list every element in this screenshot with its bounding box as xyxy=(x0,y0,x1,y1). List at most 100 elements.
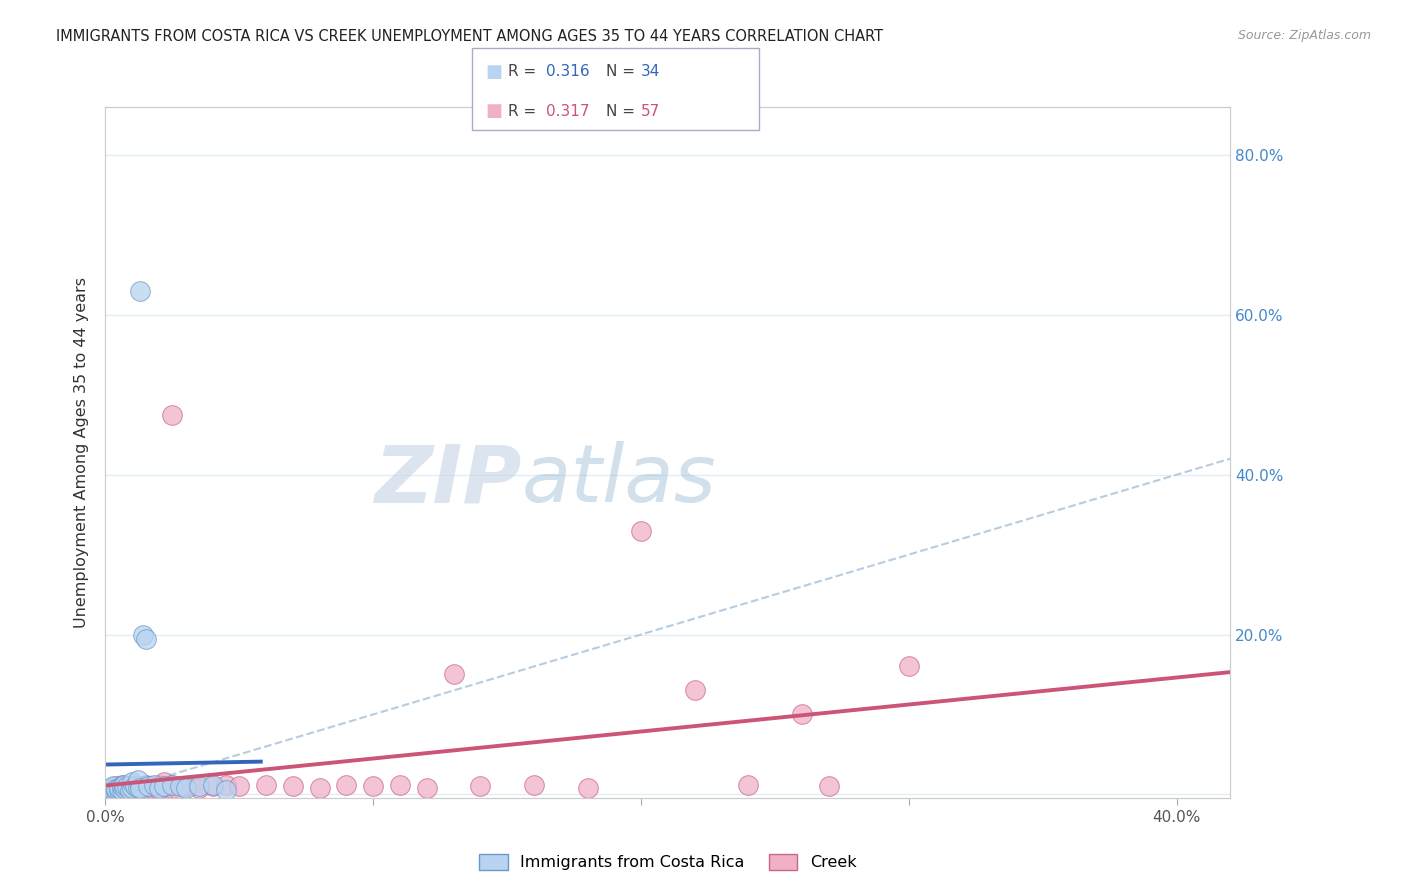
Point xyxy=(145,785,167,799)
Point xyxy=(112,780,135,795)
Point xyxy=(136,780,159,794)
Point xyxy=(228,780,250,794)
Point xyxy=(416,780,439,795)
Point xyxy=(108,780,131,795)
Point xyxy=(110,780,132,794)
Point xyxy=(105,783,128,797)
Point xyxy=(576,780,599,795)
Point xyxy=(201,780,224,794)
Point xyxy=(174,780,197,795)
Point xyxy=(110,783,132,797)
Text: R =: R = xyxy=(508,64,541,79)
Point xyxy=(127,782,149,797)
Point xyxy=(108,783,131,797)
Point xyxy=(153,780,176,794)
Point xyxy=(127,780,149,795)
Point xyxy=(153,780,176,794)
Point xyxy=(136,783,159,797)
Point xyxy=(523,778,546,792)
Text: ■: ■ xyxy=(485,103,502,120)
Point xyxy=(100,785,122,799)
Point xyxy=(389,778,412,792)
Point xyxy=(121,780,143,794)
Point xyxy=(254,778,277,792)
Text: R =: R = xyxy=(508,103,541,119)
Point xyxy=(135,632,157,646)
Point xyxy=(105,780,128,794)
Point xyxy=(153,775,176,789)
Point xyxy=(115,780,138,794)
Point xyxy=(115,784,138,798)
Point xyxy=(162,778,184,792)
Point xyxy=(121,780,143,795)
Point xyxy=(127,772,149,787)
Point xyxy=(188,780,211,795)
Point xyxy=(100,780,122,795)
Point xyxy=(335,778,357,792)
Point xyxy=(162,408,184,422)
Point xyxy=(630,524,652,538)
Point xyxy=(443,667,465,681)
Text: 0.317: 0.317 xyxy=(546,103,589,119)
Point xyxy=(132,627,155,641)
Point xyxy=(105,784,128,798)
Point xyxy=(201,778,224,792)
Point xyxy=(110,778,132,792)
Point xyxy=(897,659,920,673)
Point xyxy=(121,775,143,789)
Point xyxy=(132,780,155,794)
Point xyxy=(308,780,330,795)
Point xyxy=(135,780,157,795)
Point xyxy=(118,782,141,797)
Point xyxy=(142,778,165,792)
Point xyxy=(174,780,197,794)
Point xyxy=(100,782,122,797)
Text: 34: 34 xyxy=(641,64,661,79)
Point xyxy=(103,780,125,794)
Legend: Immigrants from Costa Rica, Creek: Immigrants from Costa Rica, Creek xyxy=(472,847,863,877)
Point xyxy=(162,778,184,792)
Text: atlas: atlas xyxy=(522,442,717,519)
Point xyxy=(118,783,141,797)
Point xyxy=(135,778,157,792)
Point xyxy=(108,780,131,795)
Point xyxy=(110,782,132,797)
Point xyxy=(100,780,122,795)
Text: Source: ZipAtlas.com: Source: ZipAtlas.com xyxy=(1237,29,1371,43)
Point xyxy=(188,780,211,794)
Point xyxy=(169,780,191,794)
Point xyxy=(129,284,152,298)
Text: 57: 57 xyxy=(641,103,661,119)
Point xyxy=(790,707,813,722)
Point xyxy=(470,780,492,794)
Point xyxy=(169,785,191,799)
Point xyxy=(737,778,759,792)
Text: N =: N = xyxy=(606,64,640,79)
Point xyxy=(148,780,170,795)
Point xyxy=(129,780,152,795)
Point xyxy=(121,785,143,799)
Point xyxy=(103,783,125,797)
Point xyxy=(115,780,138,794)
Point xyxy=(112,780,135,795)
Text: ■: ■ xyxy=(485,63,502,81)
Point xyxy=(148,778,170,792)
Text: N =: N = xyxy=(606,103,640,119)
Point xyxy=(142,780,165,795)
Point xyxy=(281,780,304,794)
Point xyxy=(112,778,135,792)
Point xyxy=(129,784,152,798)
Point xyxy=(148,782,170,797)
Point xyxy=(683,683,706,698)
Point xyxy=(97,784,120,798)
Point xyxy=(97,784,120,798)
Point xyxy=(124,780,146,794)
Point xyxy=(215,778,238,792)
Text: ZIP: ZIP xyxy=(374,442,522,519)
Point xyxy=(180,778,202,792)
Text: 0.316: 0.316 xyxy=(546,64,589,79)
Point xyxy=(139,780,162,794)
Text: IMMIGRANTS FROM COSTA RICA VS CREEK UNEMPLOYMENT AMONG AGES 35 TO 44 YEARS CORRE: IMMIGRANTS FROM COSTA RICA VS CREEK UNEM… xyxy=(56,29,883,45)
Point xyxy=(162,780,184,795)
Y-axis label: Unemployment Among Ages 35 to 44 years: Unemployment Among Ages 35 to 44 years xyxy=(75,277,90,628)
